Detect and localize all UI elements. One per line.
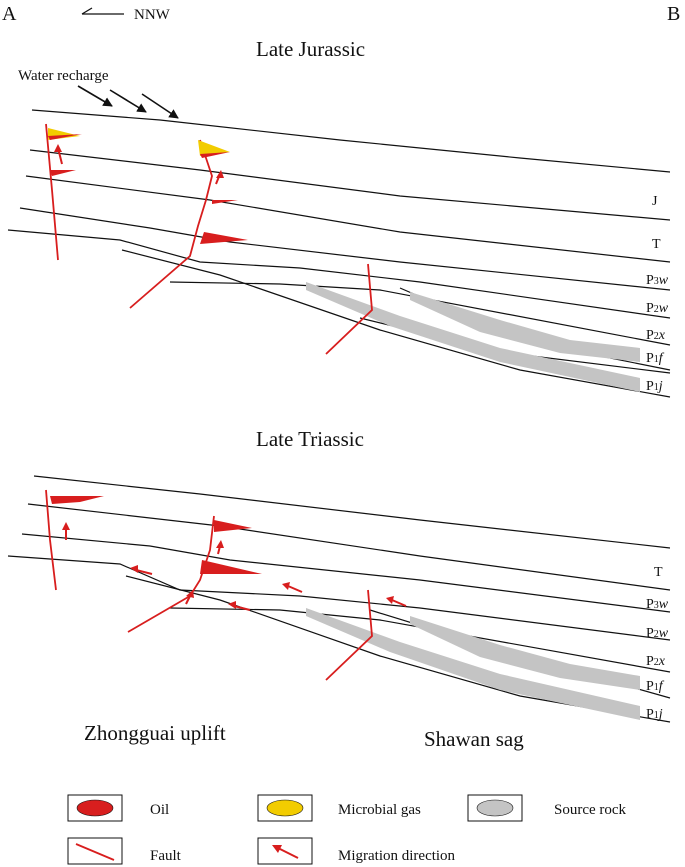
bottom-migration-arrow-1 xyxy=(62,522,70,540)
top-horizon-1 xyxy=(31,109,671,173)
bottom-migration-arrow-3 xyxy=(185,590,194,605)
bottom-layer-p3w: P3w xyxy=(646,597,669,612)
bottom-panel: Late Triassic xyxy=(7,427,671,751)
bottom-fault-1 xyxy=(45,489,57,591)
water-recharge-arrows-icon xyxy=(77,85,179,119)
top-layer-p3w: P3w xyxy=(646,273,669,288)
migration-arrow-icon xyxy=(272,845,299,859)
top-source-rock-lower xyxy=(306,282,640,392)
top-layer-j: J xyxy=(652,194,658,209)
bottom-migration-arrow-5 xyxy=(228,601,251,611)
water-recharge-label: Water recharge xyxy=(18,68,109,84)
region-label-zhongguai: Zhongguai uplift xyxy=(84,721,226,745)
orientation-label: NNW xyxy=(134,7,171,23)
legend-item-fault: Fault xyxy=(67,837,182,865)
bottom-layer-p1j: P1j xyxy=(646,707,663,722)
bottom-migration-arrow-4 xyxy=(130,565,153,575)
bottom-oil-3 xyxy=(200,560,262,574)
bottom-horizon-3 xyxy=(21,533,671,613)
top-layer-t: T xyxy=(652,237,661,252)
top-gas-right xyxy=(198,140,230,156)
bottom-layer-p2w: P2w xyxy=(646,626,669,641)
top-layer-p1j: P1j xyxy=(646,379,663,394)
north-arrow-icon xyxy=(81,7,124,15)
bottom-oil-2 xyxy=(214,520,252,532)
top-horizon-4 xyxy=(19,207,671,291)
legend-item-gas: Microbial gas xyxy=(257,794,421,822)
top-layer-labels: J T P3w P2w P2x P1f P1j xyxy=(646,194,669,394)
top-fault-2 xyxy=(129,139,213,309)
bottom-migration-arrow-7 xyxy=(386,596,407,607)
legend-label-migration: Migration direction xyxy=(338,848,456,864)
legend-item-source-rock: Source rock xyxy=(467,794,627,822)
legend-item-migration: Migration direction xyxy=(257,837,456,865)
bottom-horizon-5 xyxy=(169,607,671,673)
top-panel: Late Jurassic Water recharge xyxy=(7,37,671,398)
top-horizon-5 xyxy=(7,229,671,319)
top-fault-3 xyxy=(325,263,373,355)
legend-label-oil: Oil xyxy=(150,802,169,818)
bottom-migration-arrow-2 xyxy=(216,540,224,555)
legend-label-source-rock: Source rock xyxy=(554,802,627,818)
top-layer-p2w: P2w xyxy=(646,301,669,316)
bottom-layer-p1f: P1f xyxy=(646,679,665,694)
gas-symbol-icon xyxy=(266,799,304,817)
bottom-source-rock-upper xyxy=(410,616,640,690)
top-migration-arrow-1 xyxy=(54,144,63,165)
bottom-panel-title: Late Triassic xyxy=(256,427,364,451)
top-layer-p2x: P2x xyxy=(646,328,666,343)
bottom-fault-2 xyxy=(127,515,215,633)
bottom-layer-t: T xyxy=(654,565,663,580)
bottom-migration-arrow-6 xyxy=(282,582,303,593)
top-horizon-3 xyxy=(25,175,671,263)
legend-item-oil: Oil xyxy=(67,794,169,822)
top-horizon-2 xyxy=(29,149,671,221)
top-oil-right-1 xyxy=(200,152,230,158)
bottom-horizon-1 xyxy=(33,475,671,549)
top-horizon-8 xyxy=(121,249,671,398)
bottom-fault-3 xyxy=(325,589,373,681)
oil-symbol-icon xyxy=(76,799,114,817)
top-horizon-6 xyxy=(169,281,671,346)
source-rock-symbol-icon xyxy=(476,799,514,817)
bottom-source-rock-lower xyxy=(306,608,640,720)
top-oil-right-3 xyxy=(200,232,248,244)
top-oil-left-2 xyxy=(50,170,76,176)
fault-symbol-icon xyxy=(75,843,115,861)
top-source-rock-upper xyxy=(410,292,640,362)
top-migration-arrow-2 xyxy=(215,170,224,185)
bottom-oil-1 xyxy=(50,496,104,504)
region-label-shawan: Shawan sag xyxy=(424,727,524,751)
legend-label-gas: Microbial gas xyxy=(338,802,421,818)
bottom-horizon-4 xyxy=(7,555,671,641)
bottom-layer-p2x: P2x xyxy=(646,654,666,669)
corner-label-a: A xyxy=(2,3,17,25)
bottom-horizon-2 xyxy=(27,503,671,591)
top-layer-p1f: P1f xyxy=(646,351,665,366)
bottom-layer-labels: T P3w P2w P2x P1f P1j xyxy=(646,565,669,722)
top-fault-1 xyxy=(45,123,59,261)
corner-label-b: B xyxy=(667,3,680,25)
legend: Oil Microbial gas Source rock Fault Migr… xyxy=(67,794,627,865)
top-oil-right-2 xyxy=(212,200,238,204)
legend-label-fault: Fault xyxy=(150,848,182,864)
top-oil-left-1 xyxy=(48,134,82,140)
top-panel-title: Late Jurassic xyxy=(256,37,365,61)
